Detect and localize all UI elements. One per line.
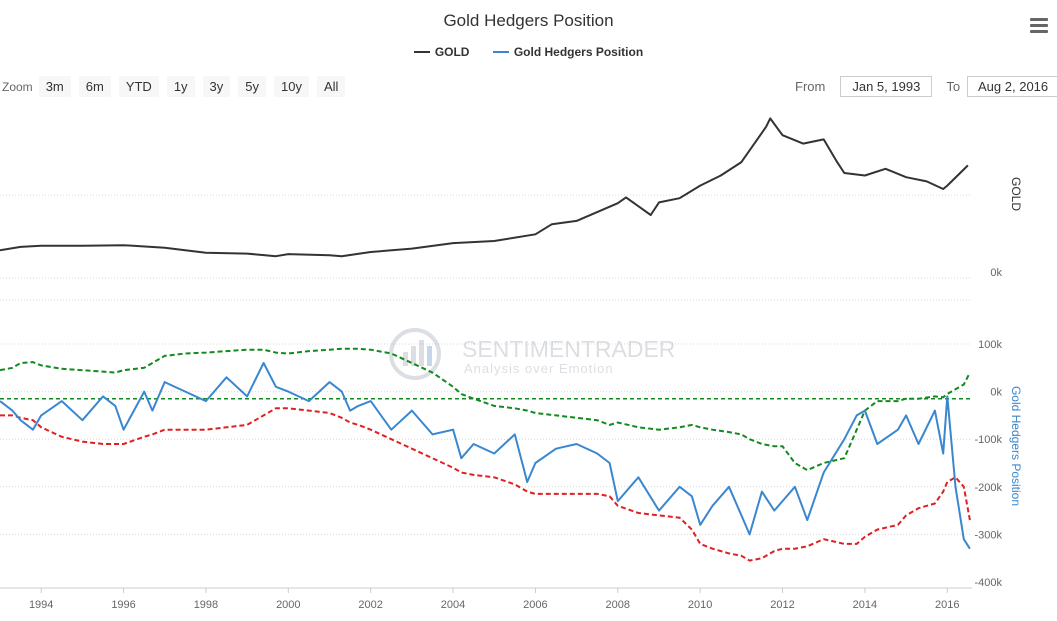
hedgers-y-tick-label-4: -300k <box>974 529 1002 541</box>
hedgers-y-tick-label-1: 0k <box>990 387 1002 399</box>
chart-legend: GOLD Gold Hedgers Position <box>0 42 1057 59</box>
zoom-10y-button[interactable]: 10y <box>274 76 309 97</box>
legend-label-hedgers: Gold Hedgers Position <box>513 45 644 59</box>
watermark: SENTIMENTRADER Analysis over Emotion <box>389 328 675 380</box>
gold-price-line <box>0 117 969 258</box>
gold-y-tick-label-0: 0k <box>990 267 1002 279</box>
hedgers-y-tick-label-5: -400k <box>974 577 1002 589</box>
lower-band-line <box>0 407 971 562</box>
from-date-input[interactable] <box>840 76 933 97</box>
axes: 1994 1996 1998 2000 2002 2004 2006 2008 2010 2012… <box>0 177 1023 611</box>
x-tick-label-1996: 1996 <box>111 599 135 611</box>
to-label: To <box>946 79 961 94</box>
hedgers-y-tick-label-3: -200k <box>974 482 1002 494</box>
zoom-label: Zoom <box>2 79 33 94</box>
x-tick-label-2000: 2000 <box>276 599 300 611</box>
watermark-tagline: Analysis over Emotion <box>464 361 614 376</box>
gold-axis-title: GOLD <box>1009 177 1023 211</box>
zoom-controls: Zoom 3m 6m YTD 1y 3y 5y 10y All <box>2 76 353 97</box>
series-layer <box>0 117 972 562</box>
zoom-1y-button[interactable]: 1y <box>166 76 195 97</box>
chart-title: Gold Hedgers Position <box>443 11 614 30</box>
zoom-all-button[interactable]: All <box>316 76 346 97</box>
x-tick-label-2010: 2010 <box>688 599 712 611</box>
x-tick-label-2012: 2012 <box>770 599 794 611</box>
zoom-6m-button[interactable]: 6m <box>78 76 111 97</box>
to-date-input[interactable] <box>967 76 1057 97</box>
legend-swatch-gold <box>413 51 430 53</box>
x-tick-label-1998: 1998 <box>194 599 218 611</box>
zoom-3m-button[interactable]: 3m <box>38 76 71 97</box>
zoom-5y-button[interactable]: 5y <box>238 76 267 97</box>
x-tick-label-2008: 2008 <box>606 599 630 611</box>
legend-item-hedgers[interactable]: Gold Hedgers Position <box>492 45 644 59</box>
x-tick-label-2016: 2016 <box>935 599 959 611</box>
legend-item-gold[interactable]: GOLD <box>413 45 470 59</box>
x-tick-label-2014: 2014 <box>853 599 877 611</box>
legend-swatch-hedgers <box>492 51 509 53</box>
x-tick-label-2002: 2002 <box>358 599 382 611</box>
x-tick-label-2006: 2006 <box>523 599 547 611</box>
grid-lines <box>0 194 972 535</box>
zoom-ytd-button[interactable]: YTD <box>118 76 159 97</box>
legend-label-gold: GOLD <box>434 45 470 59</box>
watermark-brand: SENTIMENTRADER <box>462 336 675 362</box>
watermark-logo-icon <box>389 328 441 380</box>
hamburger-menu-icon[interactable] <box>1030 18 1048 34</box>
hedgers-position-line <box>0 362 971 550</box>
hedgers-y-tick-label-0: 100k <box>978 339 1002 351</box>
zoom-3y-button[interactable]: 3y <box>202 76 231 97</box>
x-tick-label-2004: 2004 <box>441 599 465 611</box>
hedgers-y-tick-label-2: -100k <box>974 434 1002 446</box>
x-tick-label-1994: 1994 <box>29 599 53 611</box>
range-selector: From To <box>795 76 1057 97</box>
from-label: From <box>795 79 826 94</box>
hedgers-axis-title: Gold Hedgers Position <box>1009 386 1023 506</box>
upper-band-line <box>0 347 971 472</box>
